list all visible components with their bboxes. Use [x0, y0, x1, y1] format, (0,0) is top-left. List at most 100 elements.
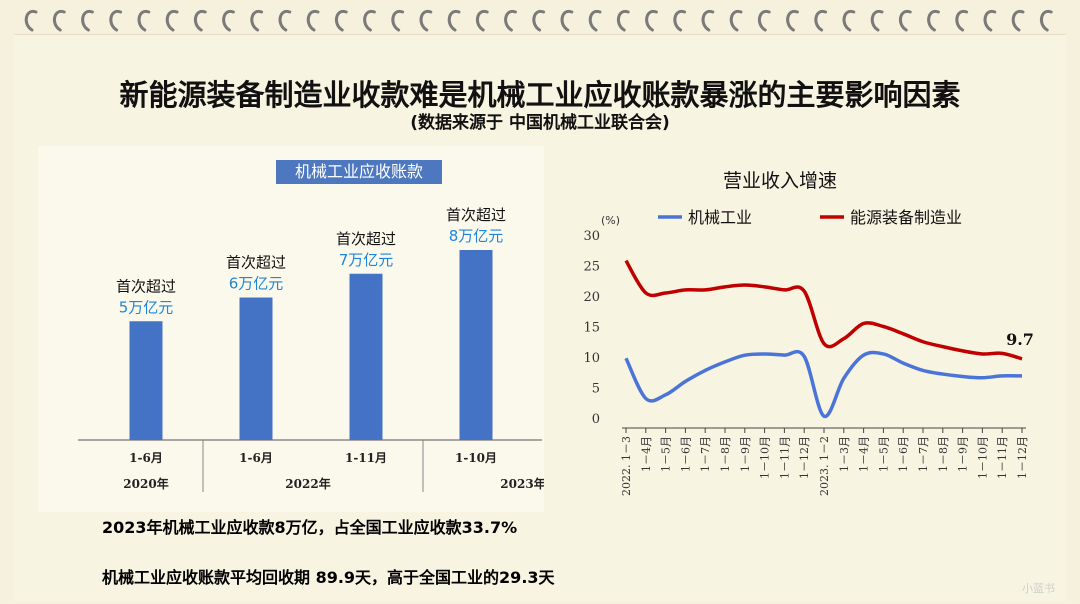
- line-y-tick: 0: [592, 412, 600, 427]
- ring-icon: [391, 9, 405, 32]
- legend-label: 能源装备制造业: [850, 208, 962, 227]
- bar: [459, 250, 493, 440]
- line-y-unit: (%): [601, 214, 620, 227]
- line-chart: (%) 0 5 10 15 20 25 30 机械工业 能源装备制造业 2022. 1－3 1－4月 1…: [583, 208, 1034, 496]
- ring-icon: [757, 9, 771, 32]
- line-x-tick-label: 1－8月: [719, 436, 732, 472]
- line-y-tick: 20: [583, 290, 600, 305]
- slide-subtitle: (数据来源于 中国机械工业联合会): [410, 113, 670, 133]
- ring-icon: [504, 9, 517, 32]
- ring-icon: [52, 9, 66, 32]
- line-x-tick-label: 1－11月: [996, 436, 1009, 479]
- line-x-tick-label: 2022. 1－3: [620, 436, 633, 496]
- bar-label-line1: 首次超过: [446, 206, 506, 224]
- bar: [349, 273, 383, 440]
- bar-label-line1: 首次超过: [116, 277, 176, 295]
- bar-label-value: 7万亿元: [339, 251, 394, 269]
- bar-label-value: 8万亿元: [449, 227, 504, 245]
- ring-icon: [673, 9, 687, 32]
- ring-icon: [278, 9, 292, 32]
- ring-icon: [419, 9, 433, 32]
- ring-icon: [814, 9, 828, 32]
- line-x-tick-label: 1－3月: [838, 436, 851, 472]
- ring-icon: [363, 9, 376, 32]
- ring-icon: [842, 9, 856, 32]
- line-x-tick-label: 1－12月: [1016, 436, 1029, 479]
- line-x-tick-label: 1－4月: [858, 436, 871, 472]
- line-series: [624, 349, 1023, 418]
- ring-icon: [870, 9, 884, 32]
- ring-icon: [250, 9, 264, 32]
- line-x-tick-label: 1－9月: [739, 436, 752, 472]
- line-y-tick: 5: [592, 382, 600, 397]
- ring-icon: [447, 9, 461, 32]
- bar: [129, 321, 163, 440]
- watermark: 小蓝书: [1022, 582, 1055, 595]
- bar: [239, 297, 273, 440]
- ring-icon: [193, 9, 207, 32]
- ring-icon: [334, 9, 348, 32]
- ring-icon: [645, 9, 658, 32]
- ring-icon: [729, 9, 743, 32]
- ring-icon: [927, 9, 940, 32]
- ring-icon: [306, 9, 320, 32]
- line-x-tick-label: 1－4月: [640, 436, 653, 472]
- note-collection-period: 机械工业应收账款平均回收期 89.9天，高于全国工业的29.3天: [102, 568, 555, 587]
- ring-icon: [24, 9, 38, 32]
- bar-year-label: 2023年: [500, 476, 544, 491]
- bar-label-line1: 首次超过: [226, 254, 286, 272]
- legend-label: 机械工业: [688, 208, 752, 227]
- line-x-tick-label: 1－6月: [897, 436, 910, 472]
- bar-chart: 首次超过 5万亿元 1-6月 首次超过 6万亿元 1-6月 首次超过 7万亿元 1-11月 首次超…: [78, 206, 544, 492]
- ring-icon: [898, 9, 912, 32]
- bar-chart-title: 机械工业应收账款: [276, 160, 442, 184]
- bar-label-line1: 首次超过: [336, 230, 396, 248]
- bar-label-value: 6万亿元: [229, 275, 284, 293]
- line-x-tick-label: 1－12月: [798, 436, 811, 479]
- ring-icon: [1011, 9, 1025, 32]
- line-chart-title: 营业收入增速: [722, 170, 837, 192]
- line-y-tick: 15: [583, 321, 600, 336]
- note-receivables: 2023年机械工业应收款8万亿，占全国工业应收款33.7%: [102, 518, 518, 537]
- line-x-tick-label: 1－7月: [699, 436, 712, 472]
- line-x-tick-label: 1－5月: [877, 436, 890, 472]
- bar-category-label: 1-10月: [455, 451, 497, 465]
- line-x-tick-label: 1－10月: [976, 436, 989, 479]
- ring-icon: [560, 9, 574, 32]
- ring-icon: [701, 9, 715, 32]
- notebook-rings: [24, 9, 1053, 32]
- line-series: [624, 259, 1023, 361]
- ring-icon: [109, 9, 123, 32]
- line-y-tick: 25: [583, 260, 600, 275]
- ring-icon: [137, 9, 151, 32]
- line-y-tick: 10: [583, 351, 600, 366]
- line-end-annotation: 9.7: [1006, 330, 1034, 349]
- line-x-tick-label: 1－8月: [937, 436, 950, 472]
- bar-category-label: 1-6月: [129, 451, 163, 465]
- ring-icon: [588, 9, 602, 32]
- ring-icon: [475, 9, 489, 32]
- ring-icon: [532, 9, 546, 32]
- ring-icon: [165, 9, 179, 32]
- ring-icon: [616, 9, 630, 32]
- line-x-tick-label: 1－11月: [778, 436, 791, 479]
- bar-label-value: 5万亿元: [119, 298, 174, 316]
- ring-icon: [983, 9, 997, 32]
- bar-category-label: 1-11月: [345, 451, 387, 465]
- line-x-tick-label: 1－9月: [957, 436, 970, 472]
- bar-category-label: 1-6月: [239, 451, 273, 465]
- line-x-tick-label: 1－10月: [759, 436, 772, 479]
- ring-icon: [81, 9, 94, 32]
- bar-year-label: 2020年: [123, 476, 168, 491]
- bar-year-label: 2022年: [285, 476, 330, 491]
- line-x-tick-label: 1－6月: [679, 436, 692, 472]
- ring-icon: [955, 9, 969, 32]
- line-y-tick: 30: [583, 229, 600, 244]
- line-x-tick-label: 1－5月: [660, 436, 673, 472]
- ring-icon: [1039, 9, 1053, 32]
- line-x-tick-label: 2023. 1－2: [818, 436, 831, 496]
- ring-icon: [222, 9, 235, 32]
- slide-title: 新能源装备制造业收款难是机械工业应收账款暴涨的主要影响因素: [119, 78, 961, 112]
- line-x-tick-label: 1－7月: [917, 436, 930, 472]
- ring-icon: [786, 9, 799, 32]
